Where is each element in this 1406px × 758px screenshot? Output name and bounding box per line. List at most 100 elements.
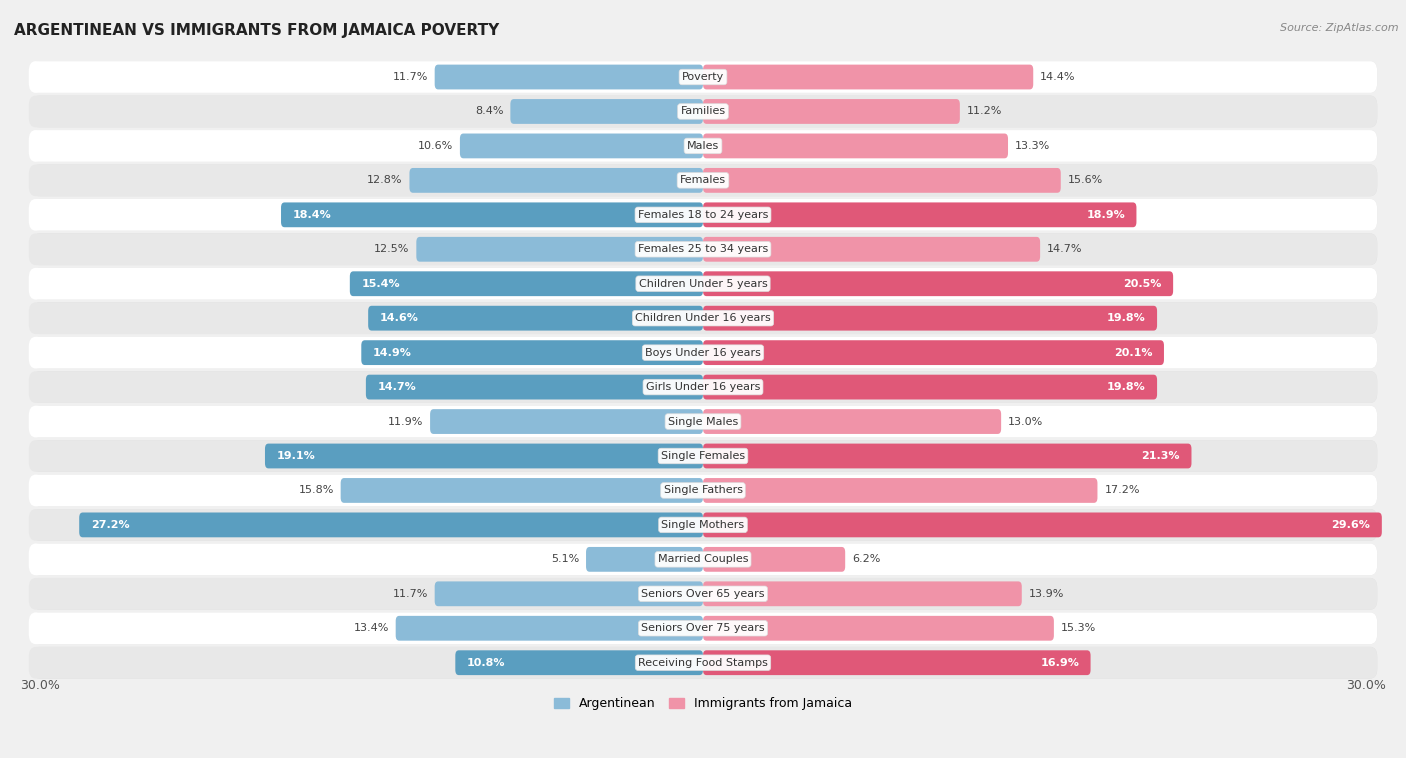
Text: 19.8%: 19.8% xyxy=(1107,313,1146,323)
Text: 14.9%: 14.9% xyxy=(373,348,412,358)
FancyBboxPatch shape xyxy=(460,133,703,158)
Text: 30.0%: 30.0% xyxy=(20,678,59,691)
FancyBboxPatch shape xyxy=(28,475,1378,506)
FancyBboxPatch shape xyxy=(28,199,1378,230)
FancyBboxPatch shape xyxy=(32,647,1378,678)
Text: 19.8%: 19.8% xyxy=(1107,382,1146,392)
FancyBboxPatch shape xyxy=(366,374,703,399)
Text: Seniors Over 65 years: Seniors Over 65 years xyxy=(641,589,765,599)
Text: 5.1%: 5.1% xyxy=(551,554,579,565)
Text: 12.8%: 12.8% xyxy=(367,175,402,186)
Text: 14.6%: 14.6% xyxy=(380,313,419,323)
FancyBboxPatch shape xyxy=(32,164,1378,196)
Text: 14.7%: 14.7% xyxy=(377,382,416,392)
FancyBboxPatch shape xyxy=(281,202,703,227)
FancyBboxPatch shape xyxy=(703,409,1001,434)
Text: 12.5%: 12.5% xyxy=(374,244,409,254)
Text: Males: Males xyxy=(688,141,718,151)
FancyBboxPatch shape xyxy=(703,64,1033,89)
FancyBboxPatch shape xyxy=(264,443,703,468)
Text: 15.6%: 15.6% xyxy=(1067,175,1102,186)
FancyBboxPatch shape xyxy=(28,61,1378,93)
FancyBboxPatch shape xyxy=(32,406,1378,437)
FancyBboxPatch shape xyxy=(28,371,1378,403)
FancyBboxPatch shape xyxy=(28,578,1378,609)
Text: Source: ZipAtlas.com: Source: ZipAtlas.com xyxy=(1281,23,1399,33)
FancyBboxPatch shape xyxy=(350,271,703,296)
Text: Families: Families xyxy=(681,106,725,117)
FancyBboxPatch shape xyxy=(28,406,1378,437)
Text: Seniors Over 75 years: Seniors Over 75 years xyxy=(641,623,765,633)
Text: 8.4%: 8.4% xyxy=(475,106,503,117)
FancyBboxPatch shape xyxy=(28,647,1378,678)
Text: 15.3%: 15.3% xyxy=(1060,623,1097,633)
FancyBboxPatch shape xyxy=(703,305,1157,330)
FancyBboxPatch shape xyxy=(510,99,703,124)
Text: Females 18 to 24 years: Females 18 to 24 years xyxy=(638,210,768,220)
FancyBboxPatch shape xyxy=(28,509,1378,540)
FancyBboxPatch shape xyxy=(703,478,1098,503)
FancyBboxPatch shape xyxy=(586,547,703,572)
FancyBboxPatch shape xyxy=(434,64,703,89)
FancyBboxPatch shape xyxy=(361,340,703,365)
FancyBboxPatch shape xyxy=(32,337,1378,368)
Text: Married Couples: Married Couples xyxy=(658,554,748,565)
Text: 21.3%: 21.3% xyxy=(1142,451,1180,461)
Text: Children Under 16 years: Children Under 16 years xyxy=(636,313,770,323)
FancyBboxPatch shape xyxy=(32,233,1378,265)
FancyBboxPatch shape xyxy=(703,133,1008,158)
Text: 30.0%: 30.0% xyxy=(1347,678,1386,691)
Text: 13.9%: 13.9% xyxy=(1029,589,1064,599)
Legend: Argentinean, Immigrants from Jamaica: Argentinean, Immigrants from Jamaica xyxy=(550,693,856,716)
Text: 14.4%: 14.4% xyxy=(1040,72,1076,82)
Text: Females 25 to 34 years: Females 25 to 34 years xyxy=(638,244,768,254)
FancyBboxPatch shape xyxy=(703,271,1173,296)
FancyBboxPatch shape xyxy=(28,440,1378,471)
Text: 13.3%: 13.3% xyxy=(1015,141,1050,151)
FancyBboxPatch shape xyxy=(32,302,1378,334)
FancyBboxPatch shape xyxy=(32,268,1378,299)
FancyBboxPatch shape xyxy=(368,305,703,330)
FancyBboxPatch shape xyxy=(430,409,703,434)
Text: Single Fathers: Single Fathers xyxy=(664,485,742,496)
Text: 11.9%: 11.9% xyxy=(388,417,423,427)
Text: 6.2%: 6.2% xyxy=(852,554,880,565)
Text: 19.1%: 19.1% xyxy=(277,451,315,461)
Text: 15.4%: 15.4% xyxy=(361,279,399,289)
Text: 20.1%: 20.1% xyxy=(1114,348,1153,358)
FancyBboxPatch shape xyxy=(340,478,703,503)
FancyBboxPatch shape xyxy=(703,374,1157,399)
FancyBboxPatch shape xyxy=(32,440,1378,471)
FancyBboxPatch shape xyxy=(28,164,1378,196)
Text: 18.4%: 18.4% xyxy=(292,210,332,220)
FancyBboxPatch shape xyxy=(28,268,1378,299)
Text: 18.9%: 18.9% xyxy=(1087,210,1125,220)
FancyBboxPatch shape xyxy=(395,615,703,641)
FancyBboxPatch shape xyxy=(703,547,845,572)
Text: 15.8%: 15.8% xyxy=(298,485,333,496)
FancyBboxPatch shape xyxy=(32,371,1378,403)
FancyBboxPatch shape xyxy=(703,581,1022,606)
FancyBboxPatch shape xyxy=(703,168,1060,193)
FancyBboxPatch shape xyxy=(703,512,1382,537)
Text: 14.7%: 14.7% xyxy=(1047,244,1083,254)
FancyBboxPatch shape xyxy=(703,237,1040,262)
Text: 20.5%: 20.5% xyxy=(1123,279,1161,289)
Text: 11.7%: 11.7% xyxy=(392,72,427,82)
Text: ARGENTINEAN VS IMMIGRANTS FROM JAMAICA POVERTY: ARGENTINEAN VS IMMIGRANTS FROM JAMAICA P… xyxy=(14,23,499,38)
Text: 17.2%: 17.2% xyxy=(1104,485,1140,496)
FancyBboxPatch shape xyxy=(456,650,703,675)
FancyBboxPatch shape xyxy=(79,512,703,537)
FancyBboxPatch shape xyxy=(28,302,1378,334)
Text: 11.2%: 11.2% xyxy=(967,106,1002,117)
FancyBboxPatch shape xyxy=(28,130,1378,161)
Text: Single Mothers: Single Mothers xyxy=(661,520,745,530)
Text: 29.6%: 29.6% xyxy=(1331,520,1371,530)
FancyBboxPatch shape xyxy=(32,509,1378,540)
FancyBboxPatch shape xyxy=(416,237,703,262)
FancyBboxPatch shape xyxy=(28,337,1378,368)
FancyBboxPatch shape xyxy=(28,96,1378,127)
FancyBboxPatch shape xyxy=(32,475,1378,506)
FancyBboxPatch shape xyxy=(409,168,703,193)
FancyBboxPatch shape xyxy=(703,443,1191,468)
